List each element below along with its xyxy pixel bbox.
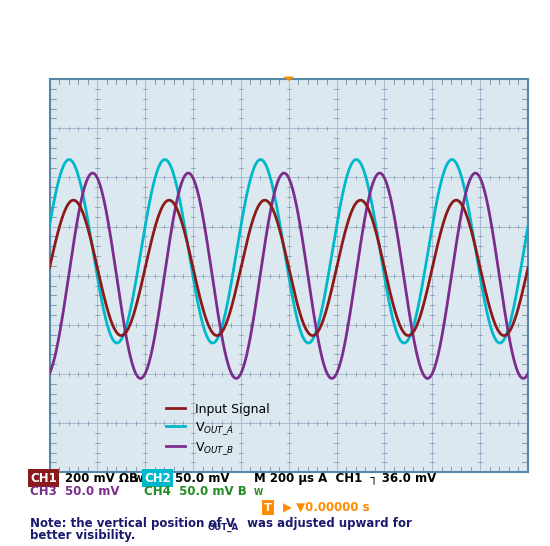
Text: T: T — [264, 502, 272, 513]
Legend: Input Signal, V$_{OUT\_A}$, V$_{OUT\_B}$: Input Signal, V$_{OUT\_A}$, V$_{OUT\_B}$ — [161, 398, 274, 462]
Text: better visibility.: better visibility. — [30, 530, 136, 542]
Text: 200 mV ΩB: 200 mV ΩB — [65, 472, 138, 484]
Text: T: T — [284, 61, 293, 74]
Text: 4: 4 — [28, 476, 36, 489]
Text: 50.0 mV: 50.0 mV — [175, 472, 229, 484]
Text: 3: 3 — [28, 269, 36, 282]
Text: CH4  50.0 mV B: CH4 50.0 mV B — [144, 485, 247, 498]
Text: CH3  50.0 mV: CH3 50.0 mV — [30, 485, 120, 498]
Text: was adjusted upward for: was adjusted upward for — [243, 517, 412, 530]
Text: W: W — [254, 488, 263, 497]
Text: W: W — [134, 474, 144, 484]
Text: CH2: CH2 — [144, 472, 171, 484]
Text: CH1: CH1 — [30, 472, 57, 484]
Text: 2: 2 — [28, 245, 36, 258]
Text: ▶ ▼0.00000 s: ▶ ▼0.00000 s — [283, 501, 370, 513]
Text: M 200 µs A  CH1  ┐ 36.0 mV: M 200 µs A CH1 ┐ 36.0 mV — [254, 472, 436, 484]
Text: OUT_A: OUT_A — [208, 523, 239, 532]
Polygon shape — [283, 76, 294, 81]
Text: Note: the vertical position of V: Note: the vertical position of V — [30, 517, 235, 530]
